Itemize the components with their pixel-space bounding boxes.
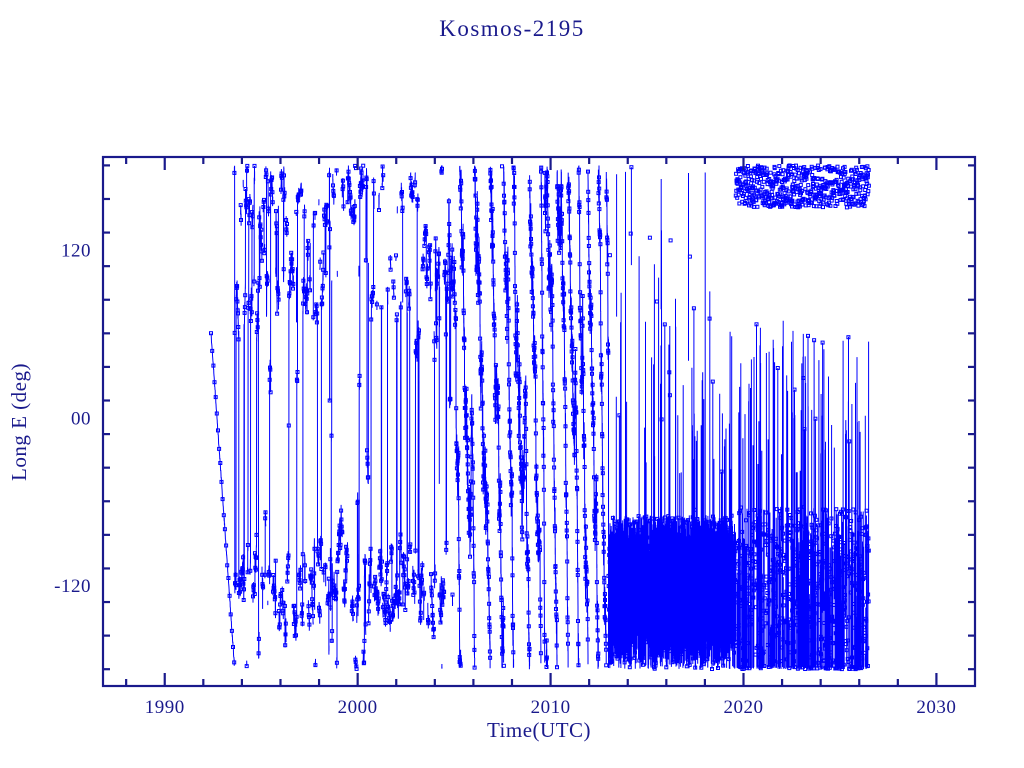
axis-ticks	[103, 157, 975, 686]
chart-title: Kosmos-2195	[439, 16, 585, 41]
x-tick-label: 1990	[145, 697, 185, 718]
x-tick-label: 2020	[723, 697, 763, 718]
data-series-long-e	[209, 163, 871, 672]
plot-frame	[101, 155, 977, 688]
x-axis-title: Time(UTC)	[487, 718, 591, 742]
x-tick-label: 2030	[916, 697, 956, 718]
x-tick-labels: 1990 2000 2010 2020 2030	[145, 697, 956, 718]
y-tick-label: -120	[54, 576, 91, 597]
y-axis-title: Long E (deg)	[7, 363, 31, 481]
y-tick-label: 00	[71, 408, 91, 429]
x-tick-label: 2000	[338, 697, 378, 718]
data-markers	[209, 163, 871, 672]
x-tick-label: 2010	[531, 697, 571, 718]
y-tick-labels: 120 00 -120	[54, 240, 91, 597]
y-tick-label: 120	[61, 240, 91, 261]
